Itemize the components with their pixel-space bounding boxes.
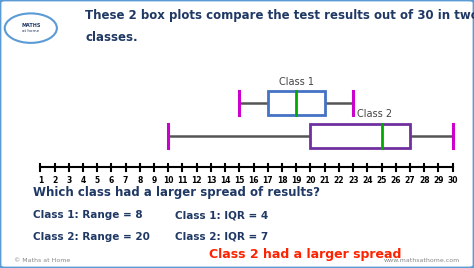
Text: © Maths at Home: © Maths at Home bbox=[14, 258, 71, 263]
Text: 12: 12 bbox=[191, 176, 202, 185]
Text: 21: 21 bbox=[319, 176, 330, 185]
Text: 19: 19 bbox=[291, 176, 301, 185]
Text: These 2 box plots compare the test results out of 30 in two: These 2 box plots compare the test resul… bbox=[85, 9, 474, 23]
Text: 20: 20 bbox=[305, 176, 316, 185]
Text: 11: 11 bbox=[177, 176, 188, 185]
Text: Class 1: Class 1 bbox=[279, 77, 314, 87]
Text: 9: 9 bbox=[151, 176, 157, 185]
Text: 28: 28 bbox=[419, 176, 429, 185]
Text: 26: 26 bbox=[391, 176, 401, 185]
Text: 1: 1 bbox=[37, 176, 43, 185]
Text: 2: 2 bbox=[52, 176, 57, 185]
Bar bbox=[310, 124, 410, 148]
Text: 6: 6 bbox=[109, 176, 114, 185]
Text: 8: 8 bbox=[137, 176, 143, 185]
Bar bbox=[268, 91, 325, 115]
Text: Class 2 had a larger spread: Class 2 had a larger spread bbox=[209, 248, 401, 261]
Text: 10: 10 bbox=[163, 176, 173, 185]
Text: Class 2: Range = 20: Class 2: Range = 20 bbox=[33, 232, 150, 242]
Text: 16: 16 bbox=[248, 176, 259, 185]
Text: 29: 29 bbox=[433, 176, 444, 185]
Text: 22: 22 bbox=[334, 176, 344, 185]
Text: 4: 4 bbox=[80, 176, 86, 185]
Text: 17: 17 bbox=[263, 176, 273, 185]
Text: 27: 27 bbox=[405, 176, 415, 185]
Text: classes.: classes. bbox=[85, 31, 138, 44]
Text: 13: 13 bbox=[206, 176, 216, 185]
Text: 7: 7 bbox=[123, 176, 128, 185]
Text: 18: 18 bbox=[277, 176, 287, 185]
Text: 15: 15 bbox=[234, 176, 245, 185]
Text: 23: 23 bbox=[348, 176, 358, 185]
Text: 24: 24 bbox=[362, 176, 373, 185]
Text: Class 1: IQR = 4: Class 1: IQR = 4 bbox=[175, 210, 269, 220]
Text: www.mathsathome.com: www.mathsathome.com bbox=[383, 258, 460, 263]
Circle shape bbox=[5, 13, 57, 43]
Text: 30: 30 bbox=[447, 176, 458, 185]
Text: 25: 25 bbox=[376, 176, 387, 185]
Text: 14: 14 bbox=[220, 176, 230, 185]
Text: MATHS: MATHS bbox=[21, 23, 40, 28]
Text: Class 1: Range = 8: Class 1: Range = 8 bbox=[33, 210, 143, 220]
Text: at home: at home bbox=[22, 29, 39, 33]
Text: Class 2: IQR = 7: Class 2: IQR = 7 bbox=[175, 232, 269, 242]
Text: Class 2: Class 2 bbox=[357, 109, 392, 119]
Text: Which class had a larger spread of results?: Which class had a larger spread of resul… bbox=[33, 186, 320, 199]
Text: 5: 5 bbox=[95, 176, 100, 185]
Text: 3: 3 bbox=[66, 176, 72, 185]
